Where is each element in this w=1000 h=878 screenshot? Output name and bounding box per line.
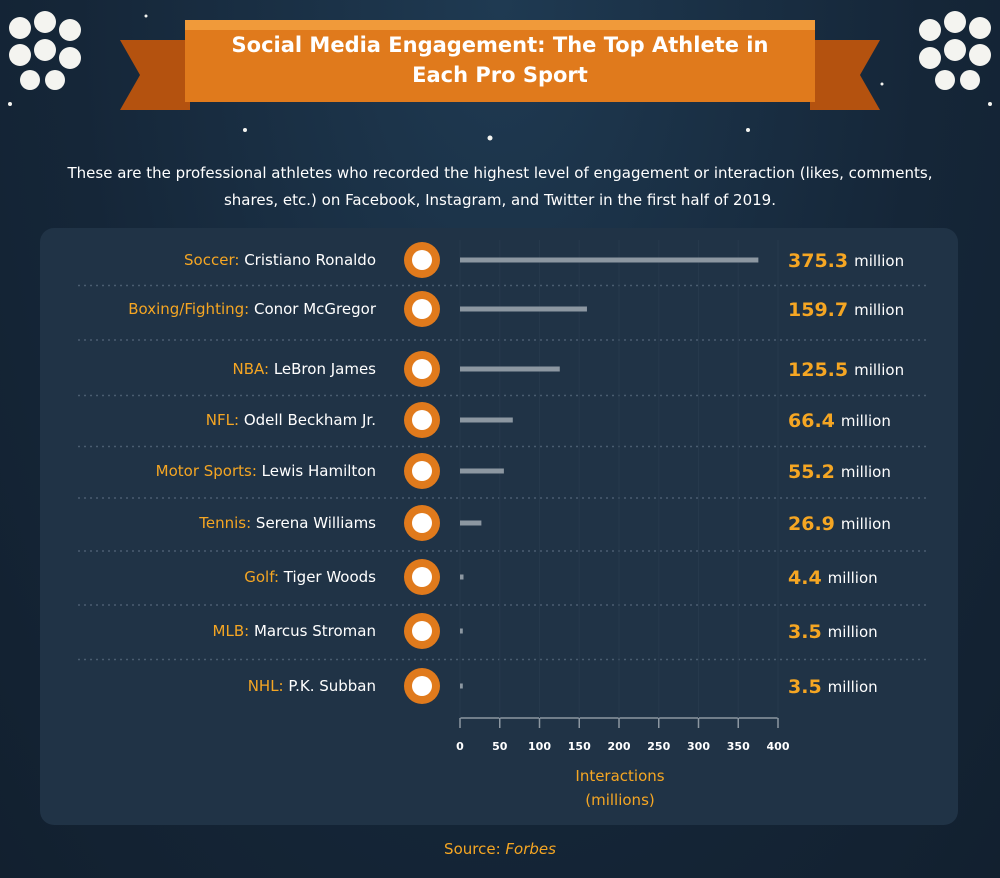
bar: [460, 306, 587, 312]
x-tick-label: 200: [608, 740, 631, 753]
chart-title: Social Media Engagement: The Top Athlete…: [231, 33, 769, 87]
category-label: NHL: P.K. Subban: [248, 677, 376, 695]
athlete: Conor McGregor: [249, 300, 377, 318]
value-label-group: 3.5 million: [788, 676, 878, 698]
sport: Soccer:: [184, 251, 239, 269]
value-unit: million: [828, 569, 878, 587]
sport: Tennis:: [198, 514, 251, 532]
sport-icon-inner: [412, 410, 432, 430]
sport: Motor Sports:: [156, 462, 257, 480]
value-label: 3.5: [788, 621, 822, 643]
bar: [460, 683, 463, 689]
bar: [460, 257, 759, 263]
bar: [460, 366, 560, 372]
x-tick-label: 50: [492, 740, 508, 753]
sport-icon-inner: [412, 676, 432, 696]
athlete: Tiger Woods: [279, 568, 376, 586]
value-label: 66.4: [788, 410, 835, 432]
bar: [460, 628, 463, 634]
athlete: P.K. Subban: [284, 677, 376, 695]
value-label: 375.3: [788, 250, 848, 272]
category-label: NBA: LeBron James: [232, 360, 376, 378]
value-label: 125.5: [788, 359, 848, 381]
chart-subtitle: These are the professional athletes who …: [67, 164, 933, 209]
category-label: Golf: Tiger Woods: [244, 568, 376, 586]
value-unit: million: [854, 301, 904, 319]
x-tick-label: 350: [727, 740, 750, 753]
sport: Golf:: [244, 568, 279, 586]
sport: NHL:: [248, 677, 284, 695]
bar: [460, 417, 513, 423]
x-axis-label: Interactions (millions): [575, 767, 665, 809]
value-unit: million: [841, 515, 891, 533]
value-label-group: 159.7 million: [788, 299, 904, 321]
value-label: 26.9: [788, 513, 835, 535]
category-label: NFL: Odell Beckham Jr.: [206, 411, 376, 429]
x-tick-label: 400: [767, 740, 790, 753]
category-label: Tennis: Serena Williams: [198, 514, 376, 532]
athlete: Odell Beckham Jr.: [239, 411, 376, 429]
source: Source: Forbes: [0, 840, 1000, 858]
value-unit: million: [828, 623, 878, 641]
bar: [460, 574, 464, 580]
sport-icon-inner: [412, 513, 432, 533]
category-label: Soccer: Cristiano Ronaldo: [184, 251, 376, 269]
x-tick-label: 300: [687, 740, 710, 753]
value-unit: million: [854, 252, 904, 270]
sport: NBA:: [232, 360, 269, 378]
athlete: Cristiano Ronaldo: [239, 251, 376, 269]
value-label: 3.5: [788, 676, 822, 698]
value-label-group: 375.3 million: [788, 250, 904, 272]
value-label-group: 26.9 million: [788, 513, 891, 535]
value-label-group: 4.4 million: [788, 567, 878, 589]
category-label: Boxing/Fighting: Conor McGregor: [128, 300, 377, 318]
x-tick-label: 100: [528, 740, 551, 753]
source-name: Forbes: [505, 840, 556, 858]
value-unit: million: [828, 678, 878, 696]
athlete: Lewis Hamilton: [257, 462, 376, 480]
bar: [460, 520, 482, 526]
sport-icon-inner: [412, 567, 432, 587]
value-unit: million: [841, 463, 891, 481]
x-tick-label: 150: [568, 740, 591, 753]
x-tick-label: 0: [456, 740, 464, 753]
value-label-group: 3.5 million: [788, 621, 878, 643]
sport-icon-inner: [412, 250, 432, 270]
sport-icon-inner: [412, 359, 432, 379]
sport-icon-inner: [412, 621, 432, 641]
value-unit: million: [841, 412, 891, 430]
category-label: MLB: Marcus Stroman: [213, 622, 376, 640]
athlete: Serena Williams: [251, 514, 376, 532]
sport-icon-inner: [412, 461, 432, 481]
value-unit: million: [854, 361, 904, 379]
category-label: Motor Sports: Lewis Hamilton: [156, 462, 376, 480]
value-label-group: 66.4 million: [788, 410, 891, 432]
athlete: Marcus Stroman: [249, 622, 376, 640]
decoration: [8, 11, 992, 825]
value-label-group: 55.2 million: [788, 461, 891, 483]
x-tick-label: 250: [647, 740, 670, 753]
sport: NFL:: [206, 411, 239, 429]
value-label: 55.2: [788, 461, 835, 483]
athlete: LeBron James: [269, 360, 376, 378]
sport: MLB:: [213, 622, 250, 640]
source-label: Source:: [444, 840, 501, 858]
value-label-group: 125.5 million: [788, 359, 904, 381]
value-label: 4.4: [788, 567, 822, 589]
sport-icon-inner: [412, 299, 432, 319]
bar: [460, 468, 504, 474]
value-label: 159.7: [788, 299, 848, 321]
sport: Boxing/Fighting:: [128, 300, 249, 318]
